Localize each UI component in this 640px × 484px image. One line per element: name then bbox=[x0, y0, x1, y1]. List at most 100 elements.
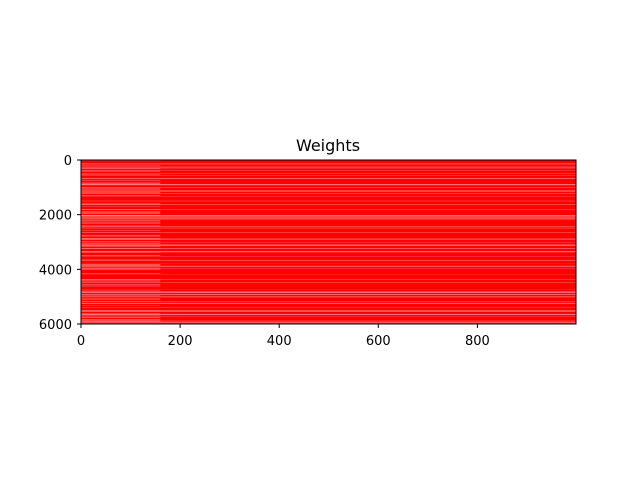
heatmap-left-segment bbox=[81, 220, 161, 221]
heatmap-left-segment bbox=[81, 322, 161, 323]
heatmap-left-segment bbox=[81, 313, 161, 314]
heatmap-left-segment bbox=[81, 267, 161, 268]
heatmap-left-segment bbox=[81, 187, 161, 188]
heatmap-row-streak bbox=[81, 307, 576, 308]
heatmap-row-streak bbox=[81, 303, 576, 304]
heatmap-row-streak bbox=[81, 218, 576, 219]
heatmap-row-streak bbox=[81, 191, 576, 192]
heatmap-row-streak bbox=[81, 238, 576, 239]
chart-title: Weights bbox=[296, 136, 360, 155]
heatmap-row-streak bbox=[81, 301, 576, 302]
heatmap-left-segment bbox=[81, 284, 161, 285]
heatmap-left-segment bbox=[81, 211, 161, 212]
y-axis: 0 2000 4000 6000 bbox=[39, 154, 81, 333]
heatmap-row-streak bbox=[81, 204, 576, 205]
heatmap-row-streak bbox=[81, 266, 576, 267]
heatmap-row-streak bbox=[81, 215, 576, 216]
heatmap-left-segment bbox=[81, 225, 161, 226]
heatmap-left-segment bbox=[81, 180, 161, 181]
heatmap-row-streak bbox=[81, 248, 576, 249]
heatmap-row-streak bbox=[81, 200, 576, 201]
heatmap-row-streak bbox=[81, 219, 576, 220]
heatmap-row-streak bbox=[81, 232, 576, 233]
heatmap-left-segment bbox=[81, 291, 161, 292]
heatmap-left-segment bbox=[81, 192, 161, 193]
y-tick-label: 2000 bbox=[39, 209, 72, 224]
heatmap-left-segment bbox=[81, 266, 161, 267]
heatmap-left-segment bbox=[81, 265, 161, 266]
heatmap-row-streak bbox=[81, 170, 576, 171]
heatmap-stripes bbox=[81, 160, 576, 324]
heatmap-left-segment bbox=[81, 248, 161, 249]
heatmap-row-streak bbox=[81, 256, 576, 257]
heatmap-left-segment bbox=[81, 243, 161, 244]
heatmap-left-segment bbox=[81, 203, 161, 204]
plot-frame bbox=[80, 159, 577, 325]
heatmap-row-streak bbox=[81, 190, 576, 191]
heatmap-row-streak bbox=[81, 297, 576, 298]
heatmap-left-segment bbox=[81, 174, 161, 175]
heatmap-row-streak bbox=[81, 227, 576, 228]
heatmap-left-segment bbox=[81, 222, 161, 223]
heatmap-left-segment bbox=[81, 235, 161, 236]
heatmap-row-streak bbox=[81, 168, 576, 169]
heatmap-left-segment bbox=[81, 182, 161, 183]
heatmap-row-streak bbox=[81, 167, 576, 168]
heatmap-left-segment bbox=[81, 280, 161, 281]
x-tick-label: 200 bbox=[168, 334, 193, 349]
heatmap-left-segment bbox=[81, 165, 161, 166]
heatmap-row-streak bbox=[81, 314, 576, 315]
heatmap-left-segment bbox=[81, 204, 161, 205]
heatmap-left-segment bbox=[81, 298, 161, 299]
heatmap-left-segment bbox=[81, 290, 161, 291]
heatmap-left-segment bbox=[81, 279, 161, 280]
x-tick-label: 600 bbox=[366, 334, 391, 349]
heatmap-left-segment bbox=[81, 195, 161, 196]
heatmap-row-streak bbox=[81, 187, 576, 188]
heatmap-left-segment bbox=[81, 301, 161, 302]
heatmap-row-streak bbox=[81, 193, 576, 194]
heatmap-row-streak bbox=[81, 321, 576, 322]
heatmap-row-streak bbox=[81, 185, 576, 186]
heatmap-left-segment bbox=[81, 241, 161, 242]
heatmap-row-streak bbox=[81, 166, 576, 167]
heatmap-left-segment bbox=[81, 269, 161, 270]
heatmap-left-segment bbox=[81, 223, 161, 224]
heatmap-row-streak bbox=[81, 245, 576, 246]
heatmap-left-segment bbox=[81, 226, 161, 227]
x-tick-label: 0 bbox=[77, 334, 85, 349]
heatmap-left-segment bbox=[81, 215, 161, 216]
heatmap-left-segment bbox=[81, 282, 161, 283]
heatmap-row-streak bbox=[81, 226, 576, 227]
heatmap-row-streak bbox=[81, 217, 576, 218]
heatmap-left-segment bbox=[81, 281, 161, 282]
heatmap-left-segment bbox=[81, 259, 161, 260]
heatmap-row-streak bbox=[81, 311, 576, 312]
heatmap-row-streak bbox=[81, 251, 576, 252]
heatmap-left-segment bbox=[81, 320, 161, 321]
heatmap-row-streak bbox=[81, 302, 576, 303]
heatmap-left-segment bbox=[81, 286, 161, 287]
x-tick-label: 400 bbox=[267, 334, 292, 349]
heatmap-row-streak bbox=[81, 291, 576, 292]
heatmap-left-segment bbox=[81, 246, 161, 247]
heatmap-left-segment bbox=[81, 305, 161, 306]
heatmap-row-streak bbox=[81, 296, 576, 297]
heatmap-row-streak bbox=[81, 310, 576, 311]
heatmap-row-streak bbox=[81, 252, 576, 253]
heatmap-left-segment bbox=[81, 209, 161, 210]
heatmap-row-streak bbox=[81, 316, 576, 317]
heatmap-row-streak bbox=[81, 239, 576, 240]
heatmap-left-segment bbox=[81, 319, 161, 320]
heatmap-left-segment bbox=[81, 206, 161, 207]
heatmap-row-streak bbox=[81, 209, 576, 210]
heatmap-left-segment bbox=[81, 188, 161, 189]
heatmap-left-segment bbox=[81, 193, 161, 194]
heatmap-row-streak bbox=[81, 265, 576, 266]
heatmap-row-streak bbox=[81, 196, 576, 197]
heatmap-left-segment bbox=[81, 221, 161, 222]
heatmap-row-streak bbox=[81, 292, 576, 293]
heatmap-row-streak bbox=[81, 282, 576, 283]
heatmap-row-streak bbox=[81, 228, 576, 229]
